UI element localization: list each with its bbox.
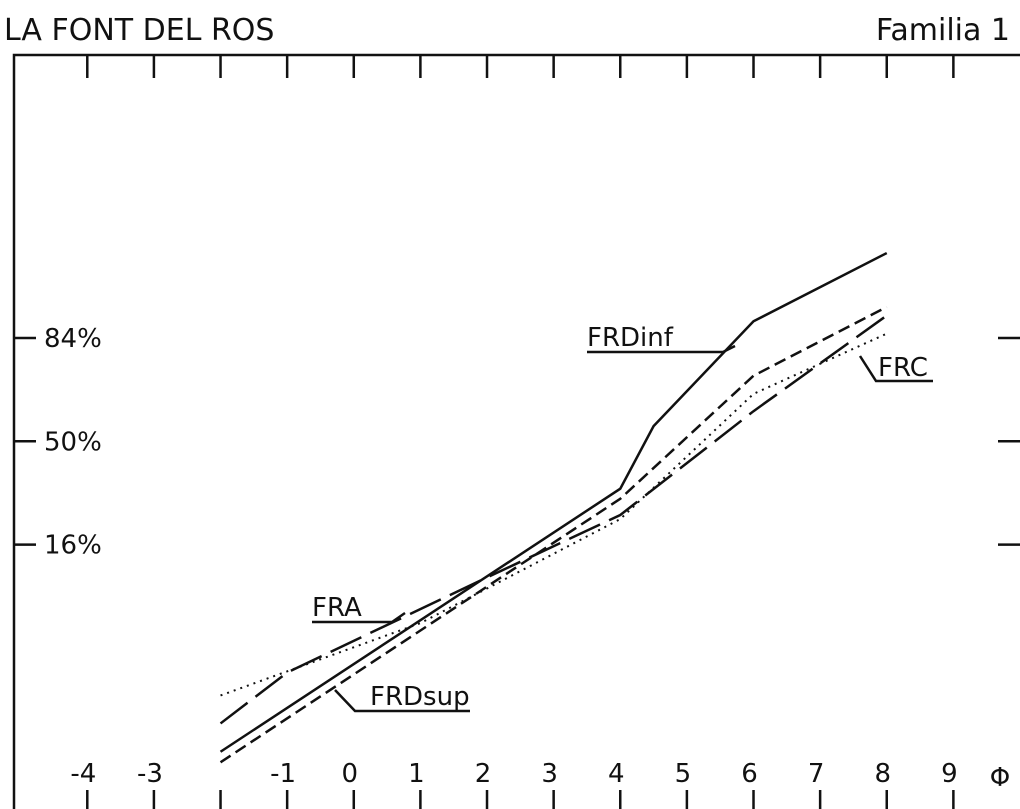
leader — [334, 689, 470, 713]
curve-label: FRDsup — [370, 682, 470, 712]
x-tick-label: 5 — [675, 759, 692, 789]
x-tick-label: 9 — [941, 759, 958, 789]
series-line — [219, 305, 888, 764]
x-axis-label: Φ — [990, 763, 1010, 793]
x-tick-label: 3 — [541, 759, 558, 789]
x-tick-label: 8 — [874, 759, 891, 789]
y-tick-label: 16% — [44, 531, 102, 561]
leader — [858, 355, 933, 383]
x-tick-label: 2 — [475, 759, 492, 789]
x-tick-label: -4 — [70, 759, 96, 789]
chart-subtitle: Familia 1 — [876, 13, 1010, 48]
y-tick-label: 50% — [44, 427, 102, 457]
curve-label: FRDinf — [587, 323, 674, 353]
curve-label: FRA — [312, 593, 362, 623]
y-tick-label: 84% — [44, 324, 102, 354]
x-tick-label: 0 — [342, 759, 359, 789]
x-tick-label: 4 — [608, 759, 625, 789]
curve-label: FRC — [878, 353, 928, 383]
x-tick-label: -3 — [137, 759, 163, 789]
x-tick-label: -1 — [270, 759, 296, 789]
x-tick-label: 6 — [741, 759, 758, 789]
x-tick-label: 1 — [408, 759, 425, 789]
series-line — [220, 332, 888, 697]
series-line — [219, 314, 888, 725]
chart-title: LA FONT DEL ROS — [4, 13, 274, 48]
x-tick-label: 7 — [808, 759, 825, 789]
frame — [12, 53, 1020, 809]
series-line — [219, 251, 888, 753]
